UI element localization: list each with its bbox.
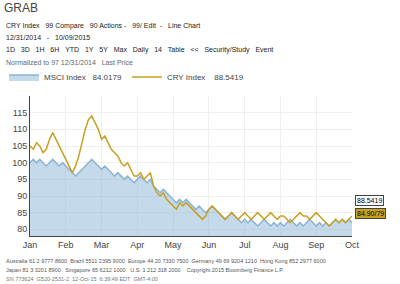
svg-text:90: 90 — [17, 191, 27, 201]
svg-text:105: 105 — [12, 141, 27, 151]
svg-text:CRY Index 88.5419: CRY Index 88.5419 — [167, 73, 244, 82]
svg-text:Normalized to 97 12/31/2014: Normalized to 97 12/31/2014 Last Price — [6, 59, 133, 66]
svg-text:GRAB: GRAB — [4, 1, 38, 15]
svg-text:Oct: Oct — [345, 240, 360, 250]
svg-text:Feb: Feb — [58, 240, 74, 250]
svg-text:CRY Index 99 Compare 90 Ac: CRY Index 99 Compare 90 Actions - 99/ Ed… — [6, 22, 200, 30]
svg-text:95: 95 — [17, 174, 27, 184]
svg-text:1D 3D 1H 6H YTD 1Y: 1D 3D 1H 6H YTD 1Y 5Y Max Daily 14 Table… — [6, 46, 273, 54]
svg-text:84.90/79: 84.90/79 — [357, 210, 384, 217]
svg-text:Sep: Sep — [308, 240, 324, 250]
svg-text:85: 85 — [17, 208, 27, 218]
svg-text:Australia 61 2 9777 8600 Braz: Australia 61 2 9777 8600 Brazil 5511 239… — [6, 258, 326, 264]
svg-text:88.5419: 88.5419 — [357, 197, 382, 204]
svg-text:SN 773624 G520-2531-2 12-Oct: SN 773624 G520-2531-2 12-Oct-15 6:39:49 … — [6, 276, 158, 282]
svg-text:Jun: Jun — [202, 240, 217, 250]
svg-text:80: 80 — [17, 224, 27, 234]
svg-text:12/31/2014 - 10/09/2015: 12/31/2014 - 10/09/2015 — [6, 34, 90, 41]
svg-text:Aug: Aug — [272, 240, 288, 250]
svg-text:Apr: Apr — [130, 240, 144, 250]
svg-text:110: 110 — [13, 124, 27, 134]
svg-text:Jan: Jan — [23, 240, 38, 250]
svg-text:Mar: Mar — [94, 240, 110, 250]
svg-text:115: 115 — [13, 108, 27, 118]
svg-text:100: 100 — [12, 158, 27, 168]
svg-text:May: May — [165, 240, 183, 250]
svg-text:Jul: Jul — [239, 240, 251, 250]
svg-text:Japan 81 3 3201 8900 Singapo: Japan 81 3 3201 8900 Singapore 65 6212 1… — [6, 267, 284, 273]
svg-text:MSCI Index 84.0179: MSCI Index 84.0179 — [44, 73, 122, 82]
